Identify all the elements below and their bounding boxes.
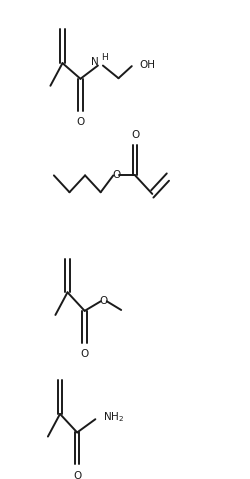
Text: O: O <box>73 471 81 479</box>
Text: O: O <box>80 349 89 359</box>
Text: O: O <box>112 171 120 181</box>
Text: O: O <box>76 117 84 127</box>
Text: NH$_2$: NH$_2$ <box>103 410 124 424</box>
Text: N: N <box>91 57 98 67</box>
Text: O: O <box>131 130 139 140</box>
Text: O: O <box>100 297 108 306</box>
Text: OH: OH <box>139 60 155 70</box>
Text: H: H <box>102 53 108 62</box>
